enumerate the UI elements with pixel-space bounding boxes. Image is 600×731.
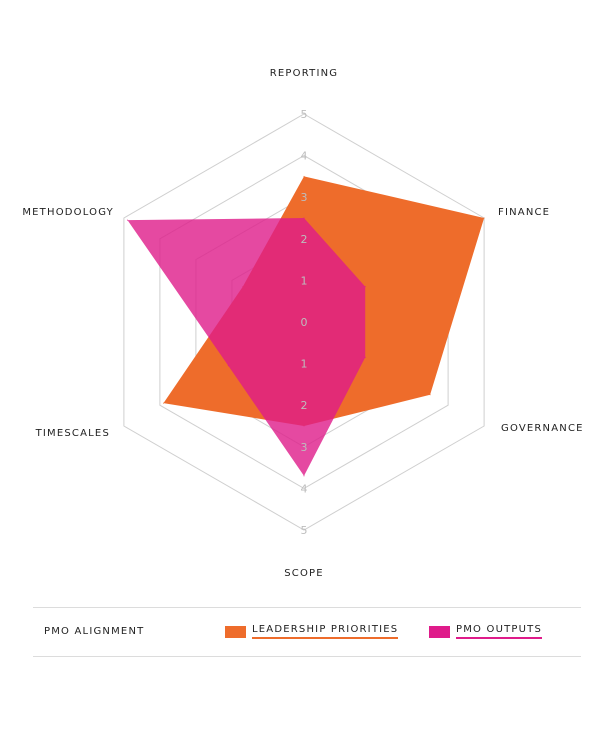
series-point-0-2 [429,394,431,396]
legend-item-leadership-priorities: LEADERSHIP PRIORITIES [225,624,399,639]
tick-label-down-4: 4 [301,482,308,495]
tick-label-up-1: 1 [301,274,308,287]
legend-item-pmo-outputs: PMO OUTPUTS [429,624,543,639]
tick-label-up-5: 5 [301,108,308,121]
legend-swatch-pmo-outputs [429,625,450,638]
legend-title: PMO ALIGNMENT [44,626,145,637]
series-point-0-4 [163,402,164,404]
axis-label-timescales: TIMESCALES [35,428,110,439]
axis-label-methodology: METHODOLOGY [22,207,114,218]
tick-label-down-1: 1 [301,358,308,371]
series-point-1-0 [303,217,305,219]
series-point-1-1 [364,286,366,288]
tick-label-down-3: 3 [301,441,308,454]
radar-chart: 0 1 1 2 2 3 3 4 4 5 5 REPORTING FINANCE GOVERNANCE SC… [22,68,584,579]
axis-label-reporting: REPORTING [270,68,338,79]
axis-label-finance: FINANCE [498,207,550,218]
tick-label-down-2: 2 [301,399,308,412]
series-point-0-1 [483,217,485,219]
legend-label-pmo-outputs: PMO OUTPUTS [456,624,543,639]
tick-label-up-4: 4 [301,150,308,163]
series-point-1-4 [227,365,229,367]
tick-label-up-2: 2 [301,233,308,246]
series-point-0-0 [303,175,305,177]
series-point-1-5 [127,219,128,221]
tick-label-up-3: 3 [301,191,308,204]
radar-series [127,175,485,477]
axis-label-scope: SCOPE [284,568,324,579]
tick-label-up-0: 0 [301,316,308,329]
legend: PMO ALIGNMENT LEADERSHIP PRIORITIES PMO … [33,607,581,657]
legend-swatch-leadership-priorities [225,625,246,638]
tick-label-down-5: 5 [301,524,308,537]
radial-tick-labels: 0 1 1 2 2 3 3 4 4 5 5 [301,108,308,537]
series-point-1-3 [303,475,305,477]
axis-labels: REPORTING FINANCE GOVERNANCE SCOPE TIMESCALE… [22,68,584,579]
axis-label-governance: GOVERNANCE [501,423,584,434]
series-point-1-2 [364,356,366,358]
legend-label-leadership-priorities: LEADERSHIP PRIORITIES [252,624,399,639]
series-area-pmo-outputs [127,218,366,476]
